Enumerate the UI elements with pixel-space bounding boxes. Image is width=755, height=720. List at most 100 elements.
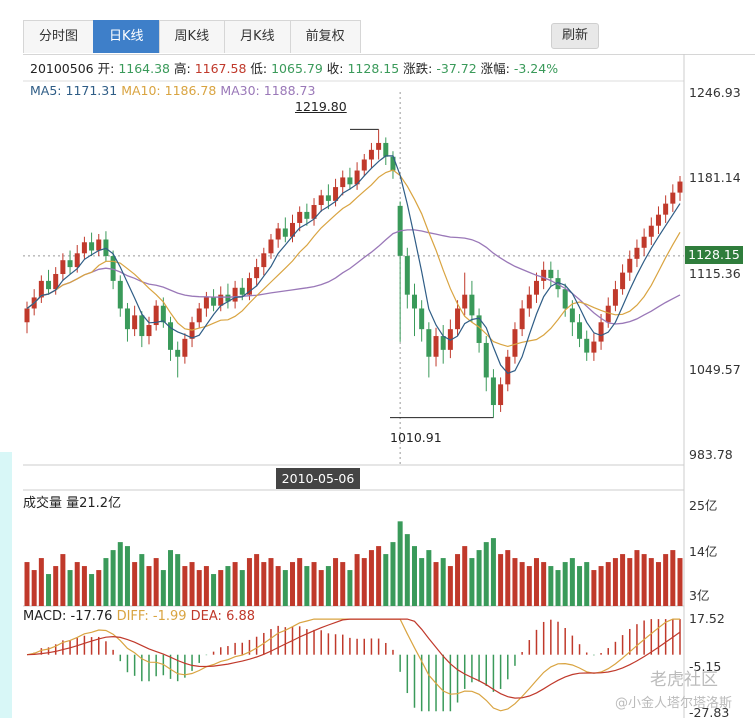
candle-body: [168, 322, 174, 350]
tab-weekly-k[interactable]: 周K线: [158, 20, 226, 53]
volume-bar: [175, 554, 181, 606]
candle-body: [24, 308, 30, 323]
volume-bar: [246, 558, 252, 606]
candle-body: [533, 280, 539, 295]
volume-bar: [318, 570, 324, 606]
macd-label: MACD:: [23, 609, 67, 624]
volume-bar: [189, 562, 195, 606]
tab-intraday[interactable]: 分时图: [23, 20, 95, 53]
candle-body: [132, 315, 138, 330]
candle-body: [282, 228, 288, 237]
candle-body: [46, 280, 52, 290]
volume-bar: [153, 558, 159, 606]
volume-bar: [455, 554, 461, 606]
candle-body: [225, 294, 231, 302]
candle-body: [490, 377, 496, 406]
volume-bar: [648, 558, 654, 606]
volume-tick-2: 3亿: [689, 588, 710, 603]
volume-bar: [404, 534, 410, 606]
close-value: 1128.15: [347, 61, 400, 76]
open-label: 开:: [97, 61, 115, 76]
tab-monthly-k[interactable]: 月K线: [224, 20, 291, 53]
left-strip: [0, 0, 20, 718]
price-tick-0: 1246.93: [689, 85, 741, 100]
volume-bar: [46, 574, 52, 606]
ma10-line: [26, 169, 681, 348]
volume-bar: [577, 566, 583, 606]
candle-body: [512, 329, 518, 357]
high-label: 高:: [174, 61, 191, 76]
volume-bar: [548, 566, 554, 606]
volume-bar: [376, 546, 382, 606]
volume-bar: [239, 570, 245, 606]
candle-body: [483, 342, 489, 378]
candle-body: [74, 253, 80, 268]
candle-body: [182, 338, 188, 357]
candle-body: [505, 356, 511, 385]
volume-bar: [519, 562, 525, 606]
volume-bar: [297, 558, 303, 606]
low-annotation: 1010.91: [390, 430, 442, 445]
volume-bar: [469, 558, 475, 606]
candle-body: [404, 256, 410, 295]
ma5-line: [26, 155, 681, 375]
candle-body: [146, 325, 152, 337]
volume-bar: [139, 554, 145, 606]
ohlc-info-bar: 20100506 开: 1164.38 高: 1167.58 低: 1065.7…: [30, 58, 558, 77]
tab-forward-adjusted[interactable]: 前复权: [289, 20, 361, 53]
candle-body: [89, 242, 95, 251]
candle-body: [648, 225, 654, 237]
candle-body: [196, 308, 202, 323]
tab-daily-k[interactable]: 日K线: [93, 20, 160, 53]
ma-legend: MA5: 1171.31 MA10: 1186.78 MA30: 1188.73: [30, 83, 315, 98]
candle-body: [232, 287, 238, 302]
volume-bar: [433, 562, 439, 606]
current-price-tag: 1128.15: [685, 246, 743, 264]
ma10-label: MA10:: [121, 83, 161, 98]
volume-bar: [462, 546, 468, 606]
diff-line: [26, 618, 680, 712]
candle-body: [354, 170, 360, 185]
volume-bar: [620, 554, 626, 606]
ma10-value: 1186.78: [164, 83, 217, 98]
candle-body: [462, 294, 468, 309]
candle-body: [38, 280, 44, 298]
volume-bar: [211, 574, 217, 606]
volume-bar: [591, 570, 597, 606]
volume-bar: [663, 554, 669, 606]
candle-body: [569, 308, 575, 323]
candle-body: [304, 211, 310, 219]
macd-tick-1: -5.15: [689, 659, 722, 674]
ma5-value: 1171.31: [65, 83, 118, 98]
macd-tick-0: 17.52: [689, 611, 725, 626]
candle-body: [677, 181, 683, 193]
volume-bar: [533, 558, 539, 606]
volume-bar: [225, 566, 231, 606]
volume-bar: [203, 566, 209, 606]
candle-body: [218, 294, 224, 306]
volume-tick-1: 14亿: [689, 544, 718, 559]
candle-body: [325, 195, 331, 201]
candle-body: [124, 308, 130, 330]
volume-bar: [555, 570, 561, 606]
candle-body: [440, 336, 446, 350]
volume-bar: [325, 566, 331, 606]
volume-bar: [390, 542, 396, 606]
dea-line: [26, 618, 681, 699]
volume-bar: [254, 554, 260, 606]
volume-bar: [498, 554, 504, 606]
volume-bar: [605, 562, 611, 606]
volume-bar: [160, 570, 166, 606]
price-tick-2: 1115.36: [689, 266, 741, 281]
candle-body: [469, 294, 475, 316]
candle-body: [290, 222, 296, 237]
candle-body: [110, 256, 116, 281]
volume-bar: [182, 566, 188, 606]
candle-body: [670, 192, 676, 204]
candle-body: [433, 336, 439, 357]
refresh-button[interactable]: 刷新: [551, 23, 599, 49]
candle-body: [53, 273, 59, 290]
candle-body: [655, 214, 661, 226]
watermark-logo: 老虎社区: [650, 670, 718, 690]
